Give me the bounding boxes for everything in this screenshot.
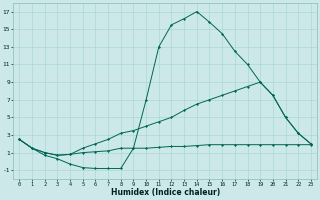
X-axis label: Humidex (Indice chaleur): Humidex (Indice chaleur) [110, 188, 220, 197]
